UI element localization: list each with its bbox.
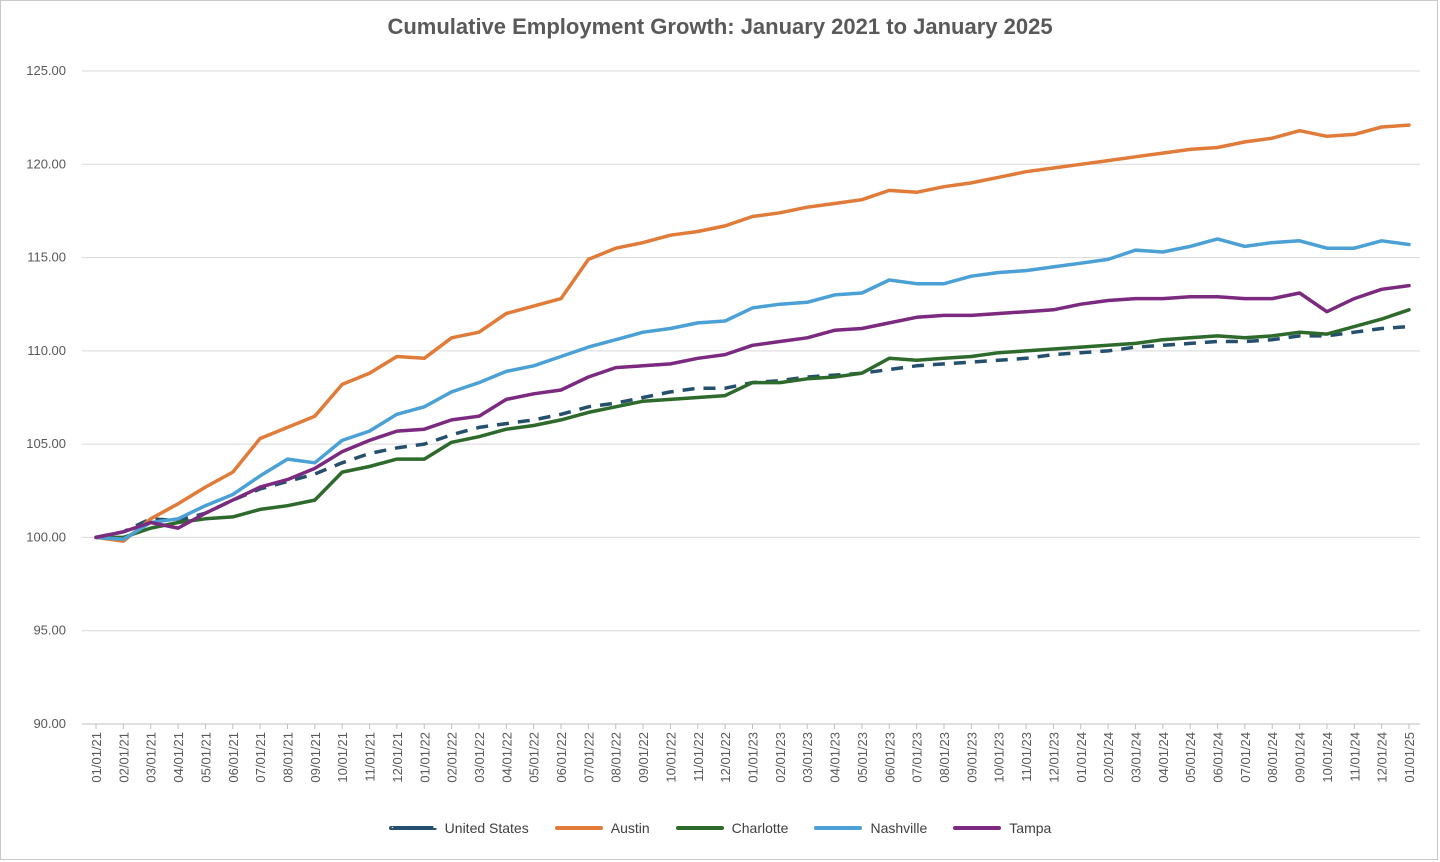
legend-label: Nashville bbox=[870, 820, 928, 836]
x-tick-label: 01/01/23 bbox=[746, 732, 761, 783]
x-tick-label: 01/01/25 bbox=[1402, 732, 1417, 783]
x-tick-label: 01/01/21 bbox=[89, 732, 104, 783]
legend-swatch bbox=[953, 826, 1002, 830]
y-axis: 90.00 95.00 100.00 105.00 110.00 115.00 120.00… bbox=[26, 63, 66, 731]
x-tick-label: 10/01/24 bbox=[1320, 732, 1335, 783]
x-tick-label: 11/01/23 bbox=[1019, 732, 1034, 782]
x-tick-label: 03/01/21 bbox=[144, 732, 159, 783]
x-tick-label: 01/01/22 bbox=[417, 732, 432, 783]
legend-swatch bbox=[388, 826, 437, 830]
y-tick-label: 110.00 bbox=[27, 343, 66, 358]
x-tick-label: 04/01/22 bbox=[499, 732, 514, 783]
legend-label: United States bbox=[444, 820, 529, 836]
x-tick-label: 01/01/24 bbox=[1074, 732, 1089, 783]
x-tick-label: 05/01/22 bbox=[527, 732, 542, 783]
x-tick-label: 07/01/23 bbox=[910, 732, 925, 783]
x-tick-label: 04/01/24 bbox=[1156, 732, 1171, 783]
x-tick-label: 04/01/23 bbox=[828, 732, 843, 783]
x-tick-label: 09/01/23 bbox=[964, 732, 979, 783]
x-tick-label: 07/01/21 bbox=[253, 732, 268, 783]
x-tick-label: 12/01/23 bbox=[1046, 732, 1061, 783]
x-tick-label: 02/01/23 bbox=[773, 732, 788, 783]
y-tick-label: 100.00 bbox=[26, 529, 66, 544]
series-line-austin bbox=[94, 123, 1411, 543]
legend-item-austin: Austin bbox=[554, 820, 650, 836]
x-tick-label: 12/01/24 bbox=[1375, 732, 1390, 783]
legend-swatch bbox=[814, 826, 863, 830]
legend-label: Charlotte bbox=[731, 820, 789, 836]
x-tick-label: 02/01/22 bbox=[445, 732, 460, 783]
x-tick-label: 07/01/24 bbox=[1238, 732, 1253, 783]
series-line-charlotte bbox=[94, 308, 1411, 540]
x-tick-label: 11/01/24 bbox=[1347, 732, 1362, 782]
y-tick-label: 90.00 bbox=[33, 716, 66, 731]
x-tick-label: 06/01/24 bbox=[1211, 732, 1226, 783]
x-tick-label: 02/01/21 bbox=[116, 732, 131, 783]
y-tick-label: 120.00 bbox=[26, 156, 66, 171]
x-tick-label: 11/01/21 bbox=[363, 732, 378, 782]
y-tick-label: 95.00 bbox=[33, 623, 66, 638]
x-tick-label: 11/01/22 bbox=[691, 732, 706, 782]
x-tick-label: 04/01/21 bbox=[171, 732, 186, 783]
x-axis: 01/01/21 02/01/21 03/01/21 04/01/21 05/01/21… bbox=[89, 724, 1417, 783]
x-tick-label: 05/01/23 bbox=[855, 732, 870, 783]
legend-item-united-states: United States bbox=[388, 820, 529, 836]
x-tick-label: 12/01/21 bbox=[390, 732, 405, 783]
y-tick-label: 115.00 bbox=[27, 250, 66, 265]
legend: United States Austin Charlotte Nashville Tam… bbox=[0, 820, 1440, 836]
legend-label: Austin bbox=[610, 820, 650, 836]
x-tick-label: 02/01/24 bbox=[1101, 732, 1116, 783]
x-tick-label: 03/01/22 bbox=[472, 732, 487, 783]
x-tick-label: 05/01/24 bbox=[1183, 732, 1198, 783]
x-tick-label: 06/01/22 bbox=[554, 732, 569, 783]
x-tick-label: 08/01/22 bbox=[609, 732, 624, 783]
chart-title: Cumulative Employment Growth: January 20… bbox=[387, 14, 1053, 39]
x-tick-label: 03/01/24 bbox=[1128, 732, 1143, 783]
legend-item-charlotte: Charlotte bbox=[675, 820, 789, 836]
gridlines bbox=[82, 70, 1420, 725]
x-tick-label: 07/01/22 bbox=[581, 732, 596, 783]
x-tick-label: 09/01/24 bbox=[1293, 732, 1308, 783]
legend-item-tampa: Tampa bbox=[953, 820, 1051, 836]
legend-item-nashville: Nashville bbox=[814, 820, 927, 836]
x-tick-label: 10/01/22 bbox=[663, 732, 678, 783]
legend-swatch bbox=[554, 826, 603, 830]
series-line-nashville bbox=[94, 237, 1411, 542]
x-tick-label: 08/01/24 bbox=[1265, 732, 1280, 783]
x-tick-label: 10/01/23 bbox=[992, 732, 1007, 783]
series-lines bbox=[94, 123, 1411, 543]
x-tick-label: 06/01/23 bbox=[882, 732, 897, 783]
x-tick-label: 09/01/22 bbox=[636, 732, 651, 783]
legend-label: Tampa bbox=[1009, 820, 1052, 836]
x-tick-label: 10/01/21 bbox=[335, 732, 350, 783]
x-tick-label: 08/01/21 bbox=[280, 732, 295, 783]
x-tick-label: 03/01/23 bbox=[800, 732, 815, 783]
x-tick-label: 12/01/22 bbox=[718, 732, 733, 783]
x-tick-label: 08/01/23 bbox=[937, 732, 952, 783]
y-tick-label: 105.00 bbox=[26, 436, 66, 451]
x-tick-label: 09/01/21 bbox=[308, 732, 323, 783]
y-tick-label: 125.00 bbox=[26, 63, 66, 78]
series-line-tampa bbox=[94, 283, 1411, 540]
legend-swatch bbox=[675, 826, 724, 830]
x-tick-label: 05/01/21 bbox=[198, 732, 213, 783]
x-tick-label: 06/01/21 bbox=[226, 732, 241, 783]
